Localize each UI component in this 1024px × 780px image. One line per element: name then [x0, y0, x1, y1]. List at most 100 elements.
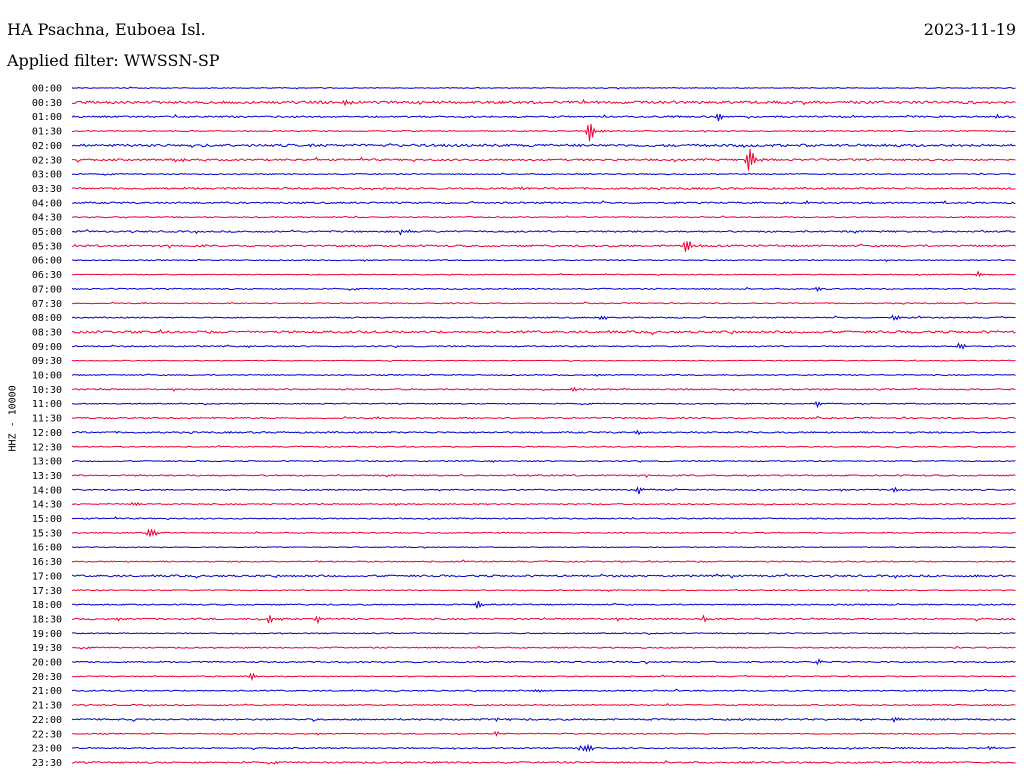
seismic-trace-row: [71, 759, 1016, 765]
seismic-trace-row: [71, 444, 1016, 449]
time-tick-label: 21:00: [32, 686, 62, 697]
seismic-trace-row: [71, 400, 1016, 409]
time-tick-label: 19:30: [32, 643, 62, 654]
seismic-trace-row: [71, 172, 1016, 176]
seismic-trace-row: [71, 148, 1016, 171]
seismic-trace-row: [71, 588, 1016, 593]
time-tick-label: 13:30: [32, 471, 62, 482]
time-tick-label: 09:00: [32, 342, 62, 353]
seismic-trace-row: [71, 240, 1016, 252]
seismic-trace-row: [71, 743, 1016, 753]
time-tick-label: 14:30: [32, 500, 62, 511]
seismic-trace-row: [71, 342, 1016, 351]
time-tick-label: 14:00: [32, 485, 62, 496]
time-tick-label: 16:30: [32, 557, 62, 568]
seismic-trace-row: [71, 359, 1016, 363]
seismic-trace-row: [71, 258, 1016, 263]
time-tick-label: 03:00: [32, 170, 62, 181]
seismic-trace-row: [71, 98, 1016, 107]
time-tick-label: 08:30: [32, 327, 62, 338]
seismic-trace-row: [71, 386, 1016, 393]
seismic-trace-row: [71, 373, 1016, 377]
seismic-trace-row: [71, 473, 1016, 478]
seismic-trace-row: [71, 459, 1016, 463]
time-tick-label: 02:00: [32, 141, 62, 152]
seismic-trace-row: [71, 415, 1016, 420]
time-tick-label: 05:00: [32, 227, 62, 238]
time-tick-label: 03:30: [32, 184, 62, 195]
seismic-trace-row: [71, 314, 1016, 322]
seismic-trace-row: [71, 658, 1016, 666]
time-tick-label: 19:00: [32, 629, 62, 640]
time-tick-label: 09:30: [32, 356, 62, 367]
seismic-trace-row: [71, 86, 1016, 90]
time-tick-label: 06:30: [32, 270, 62, 281]
seismic-trace-row: [71, 270, 1016, 278]
time-tick-label: 20:30: [32, 672, 62, 683]
seismic-trace-row: [71, 600, 1016, 609]
time-tick-label: 17:00: [32, 571, 62, 582]
time-tick-label: 18:00: [32, 600, 62, 611]
time-tick-label: 15:30: [32, 528, 62, 539]
time-tick-label: 01:30: [32, 127, 62, 138]
time-tick-label: 10:30: [32, 385, 62, 396]
seismic-trace-row: [71, 716, 1016, 724]
time-tick-label: 12:00: [32, 428, 62, 439]
time-tick-label: 13:00: [32, 457, 62, 468]
time-tick-label: 16:00: [32, 543, 62, 554]
seismic-trace-row: [71, 516, 1016, 521]
time-tick-label: 21:30: [32, 701, 62, 712]
seismic-trace-row: [71, 328, 1016, 336]
seismic-trace-row: [71, 215, 1016, 219]
station-title: HA Psachna, Euboea Isl.: [7, 20, 206, 39]
seismic-trace-row: [71, 113, 1016, 122]
seismic-trace-row: [71, 702, 1016, 708]
time-tick-label: 22:30: [32, 729, 62, 740]
seismic-trace-row: [71, 429, 1016, 436]
time-tick-label: 04:30: [32, 213, 62, 224]
time-tick-label: 00:30: [32, 98, 62, 109]
seismic-trace-row: [71, 186, 1016, 191]
seismic-trace-row: [71, 546, 1016, 549]
time-tick-label: 17:30: [32, 586, 62, 597]
seismic-trace-row: [71, 228, 1016, 236]
seismic-trace-row: [71, 645, 1016, 650]
time-tick-label: 15:00: [32, 514, 62, 525]
seismic-trace-row: [71, 614, 1016, 625]
time-tick-label: 11:30: [32, 414, 62, 425]
time-tick-label: 07:00: [32, 284, 62, 295]
time-tick-label: 07:30: [32, 299, 62, 310]
time-tick-label: 23:00: [32, 744, 62, 755]
date-label: 2023-11-19: [923, 20, 1016, 39]
seismic-trace-row: [71, 730, 1016, 737]
seismic-trace-row: [71, 501, 1016, 507]
time-tick-label: 00:00: [32, 84, 62, 95]
seismic-trace-row: [71, 631, 1016, 636]
time-tick-label: 02:30: [32, 155, 62, 166]
time-tick-label: 12:30: [32, 442, 62, 453]
time-tick-label: 01:00: [32, 112, 62, 123]
time-tick-label: 20:00: [32, 658, 62, 669]
seismic-trace-row: [71, 688, 1016, 693]
time-tick-label: 22:00: [32, 715, 62, 726]
seismic-trace-row: [71, 301, 1016, 305]
seismic-trace-row: [71, 486, 1016, 495]
seismic-trace-row: [71, 672, 1016, 682]
time-tick-label: 05:30: [32, 241, 62, 252]
seismic-trace-row: [71, 143, 1016, 149]
time-tick-label: 18:30: [32, 614, 62, 625]
filter-subtitle: Applied filter: WWSSN-SP: [7, 51, 220, 70]
time-tick-label: 08:00: [32, 313, 62, 324]
time-tick-label: 11:00: [32, 399, 62, 410]
seismic-trace-row: [71, 286, 1016, 293]
time-tick-label: 10:00: [32, 371, 62, 382]
seismic-trace-row: [71, 559, 1016, 564]
seismic-trace-row: [71, 528, 1016, 537]
time-tick-label: 06:00: [32, 256, 62, 267]
seismic-trace-row: [71, 573, 1016, 579]
time-tick-label: 04:00: [32, 198, 62, 209]
seismic-trace-row: [71, 199, 1016, 205]
seismic-trace-row: [71, 123, 1016, 142]
time-tick-label: 23:30: [32, 758, 62, 769]
